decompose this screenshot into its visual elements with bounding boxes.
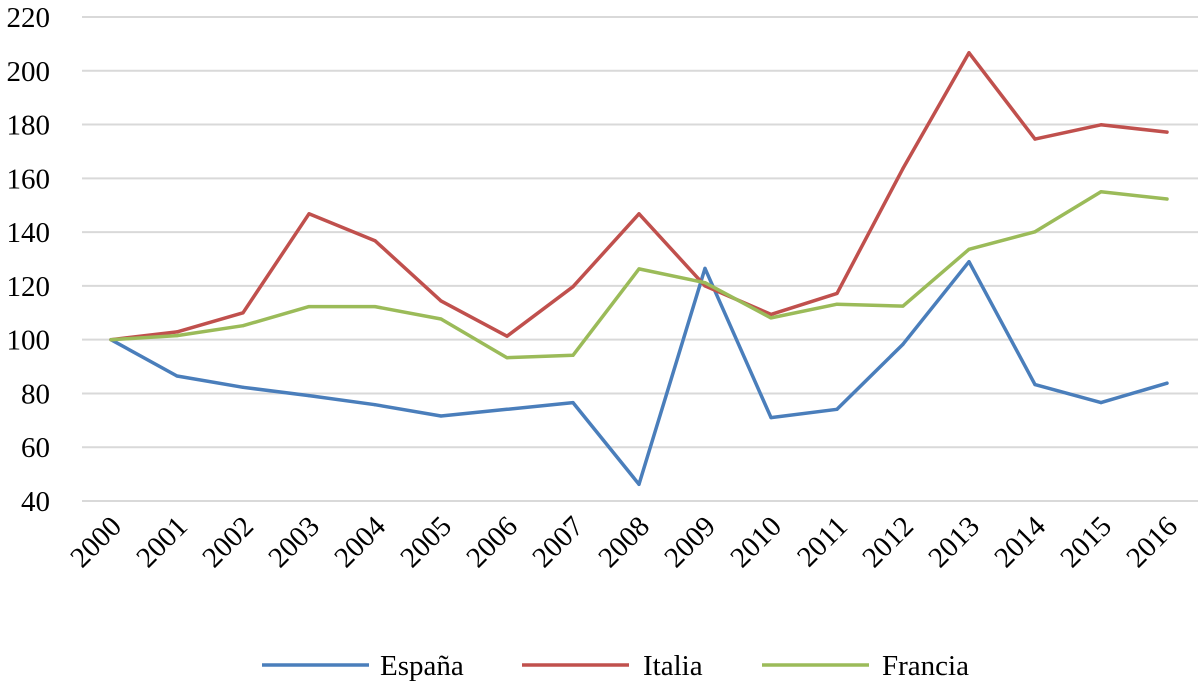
data-point xyxy=(571,353,575,357)
legend-label: Francia xyxy=(882,650,969,682)
x-tick-label: 2007 xyxy=(526,510,590,574)
data-point xyxy=(373,403,377,407)
y-tick-label: 140 xyxy=(7,217,51,249)
y-tick-label: 220 xyxy=(7,2,51,34)
data-point xyxy=(1099,123,1103,127)
data-point xyxy=(571,400,575,405)
x-tick-label: 2006 xyxy=(460,510,524,574)
x-tick-label: 2002 xyxy=(196,510,260,574)
y-tick-label: 80 xyxy=(21,378,50,410)
data-point xyxy=(637,482,641,486)
data-point xyxy=(1165,197,1169,201)
data-point xyxy=(175,334,179,338)
data-point xyxy=(769,312,773,316)
y-tick-label: 200 xyxy=(7,56,51,88)
legend-item: Francia xyxy=(762,650,969,682)
data-point xyxy=(1033,137,1037,141)
data-point xyxy=(967,51,971,55)
x-axis-ticks: 2000 2001 2002 2003 2004 2005 2006 2007 2008 2009… xyxy=(64,510,1184,574)
data-point xyxy=(1165,130,1169,134)
data-point xyxy=(439,299,443,303)
legend-item: España xyxy=(262,650,464,682)
x-tick-label: 2012 xyxy=(856,510,920,574)
data-point xyxy=(901,166,905,170)
data-point xyxy=(241,324,245,328)
series-line-españa xyxy=(109,259,1169,487)
data-point xyxy=(505,334,509,338)
data-point xyxy=(307,304,311,309)
series-lines xyxy=(109,51,1169,487)
data-point xyxy=(835,291,839,296)
y-tick-label: 160 xyxy=(7,163,51,195)
legend: España Italia Francia xyxy=(262,650,969,682)
y-axis-ticks: 40 60 80 100 120 140 160 180 200 220 xyxy=(7,2,51,518)
data-point xyxy=(307,212,311,216)
data-point xyxy=(967,260,971,264)
x-tick-label: 2001 xyxy=(130,510,194,574)
x-tick-label: 2000 xyxy=(64,510,128,574)
data-point xyxy=(109,338,113,342)
data-point xyxy=(439,414,443,418)
data-point xyxy=(373,304,377,309)
y-tick-label: 180 xyxy=(7,110,51,142)
data-point xyxy=(307,393,311,398)
data-point xyxy=(241,385,245,389)
x-tick-label: 2013 xyxy=(922,510,986,574)
data-point xyxy=(967,247,971,251)
data-point xyxy=(1099,190,1103,194)
x-tick-label: 2008 xyxy=(592,510,656,574)
x-tick-label: 2015 xyxy=(1054,510,1118,574)
data-point xyxy=(439,317,443,321)
data-point xyxy=(769,416,773,420)
x-tick-label: 2014 xyxy=(988,510,1052,574)
x-tick-label: 2003 xyxy=(262,510,326,574)
series-line-italia xyxy=(109,51,1169,342)
data-point xyxy=(373,239,377,243)
data-point xyxy=(835,407,839,411)
gridlines xyxy=(82,16,1198,502)
data-point xyxy=(1033,230,1037,234)
data-point xyxy=(901,304,905,308)
data-point xyxy=(901,342,905,346)
x-tick-label: 2009 xyxy=(658,510,722,574)
x-tick-label: 2005 xyxy=(394,510,458,574)
data-point xyxy=(703,266,707,271)
y-tick-label: 40 xyxy=(21,486,50,518)
x-tick-label: 2004 xyxy=(328,510,392,574)
legend-item: Italia xyxy=(522,650,703,682)
legend-label: España xyxy=(380,650,464,682)
data-point xyxy=(1033,382,1037,387)
data-point xyxy=(1099,400,1103,405)
data-point xyxy=(1165,381,1169,385)
data-point xyxy=(505,356,509,360)
y-tick-label: 100 xyxy=(7,325,51,357)
y-tick-label: 120 xyxy=(7,271,51,303)
legend-label: Italia xyxy=(643,650,703,682)
data-point xyxy=(175,330,179,334)
x-tick-label: 2010 xyxy=(724,510,788,574)
data-point xyxy=(175,374,179,378)
data-point xyxy=(637,267,641,271)
y-tick-label: 60 xyxy=(21,432,50,464)
data-point xyxy=(835,302,839,306)
data-point xyxy=(241,311,245,315)
data-point xyxy=(571,285,575,289)
data-point xyxy=(769,316,773,320)
data-point xyxy=(505,407,509,411)
data-point xyxy=(703,281,707,285)
x-tick-label: 2011 xyxy=(791,510,854,573)
data-point xyxy=(637,212,641,216)
x-tick-label: 2016 xyxy=(1120,510,1184,574)
